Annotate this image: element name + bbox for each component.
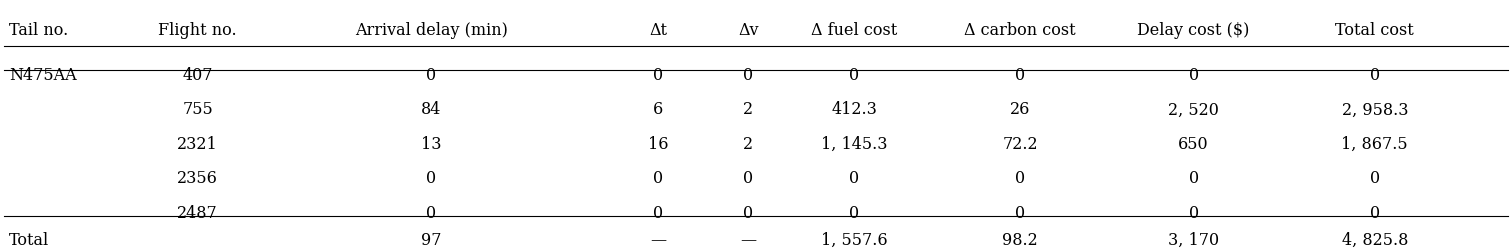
Text: Total: Total [9,232,50,249]
Text: 0: 0 [850,67,859,84]
Text: 2, 520: 2, 520 [1169,101,1219,118]
Text: Δ carbon cost: Δ carbon cost [965,22,1077,40]
Text: Δ fuel cost: Δ fuel cost [810,22,897,40]
Text: 412.3: 412.3 [832,101,877,118]
Text: 0: 0 [744,170,753,187]
Text: 0: 0 [744,67,753,84]
Text: Δt: Δt [649,22,667,40]
Text: 84: 84 [422,101,442,118]
Text: 72.2: 72.2 [1002,136,1037,153]
Text: 6: 6 [653,101,664,118]
Text: 3, 170: 3, 170 [1169,232,1219,249]
Text: 0: 0 [653,170,662,187]
Text: 2: 2 [744,136,753,153]
Text: 13: 13 [422,136,442,153]
Text: 650: 650 [1178,136,1210,153]
Text: 26: 26 [1010,101,1030,118]
Text: 2487: 2487 [177,205,218,222]
Text: 98.2: 98.2 [1002,232,1039,249]
Text: 1, 145.3: 1, 145.3 [821,136,888,153]
Text: Total cost: Total cost [1335,22,1414,40]
Text: 0: 0 [653,205,662,222]
Text: 0: 0 [653,67,662,84]
Text: 97: 97 [422,232,442,249]
Text: N475AA: N475AA [9,67,77,84]
Text: 1, 867.5: 1, 867.5 [1341,136,1408,153]
Text: Tail no.: Tail no. [9,22,68,40]
Text: 0: 0 [426,205,437,222]
Text: 0: 0 [850,170,859,187]
Text: 0: 0 [850,205,859,222]
Text: 2, 958.3: 2, 958.3 [1341,101,1408,118]
Text: Flight no.: Flight no. [159,22,237,40]
Text: Δv: Δv [738,22,759,40]
Text: 2356: 2356 [177,170,218,187]
Text: 0: 0 [1370,67,1380,84]
Text: 0: 0 [1370,170,1380,187]
Text: 0: 0 [1188,205,1199,222]
Text: 755: 755 [183,101,213,118]
Text: 1, 557.6: 1, 557.6 [821,232,888,249]
Text: —: — [741,232,756,249]
Text: 0: 0 [1015,170,1025,187]
Text: 0: 0 [1370,205,1380,222]
Text: Delay cost ($): Delay cost ($) [1137,22,1250,40]
Text: 0: 0 [1015,67,1025,84]
Text: 0: 0 [744,205,753,222]
Text: 0: 0 [426,170,437,187]
Text: 2321: 2321 [177,136,218,153]
Text: 407: 407 [183,67,213,84]
Text: 0: 0 [1188,170,1199,187]
Text: 4, 825.8: 4, 825.8 [1341,232,1408,249]
Text: 0: 0 [1188,67,1199,84]
Text: 16: 16 [647,136,668,153]
Text: Arrival delay (min): Arrival delay (min) [355,22,508,40]
Text: 0: 0 [426,67,437,84]
Text: 0: 0 [1015,205,1025,222]
Text: 2: 2 [744,101,753,118]
Text: —: — [650,232,665,249]
